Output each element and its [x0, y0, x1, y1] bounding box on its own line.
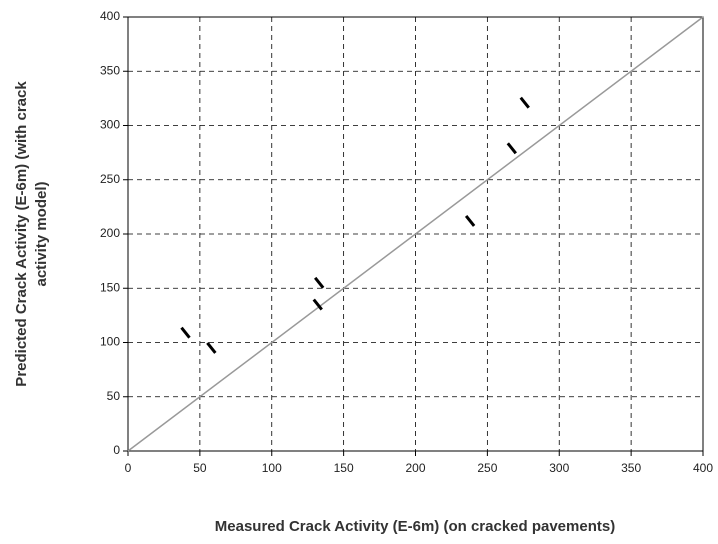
x-tick-label: 300 — [549, 461, 569, 475]
y-axis-label: Predicted Crack Activity (E-6m) (with cr… — [13, 81, 30, 387]
x-tick-label: 350 — [621, 461, 641, 475]
y-tick-label: 50 — [107, 389, 121, 403]
y-tick-label: 350 — [100, 63, 120, 77]
y-tick-label: 0 — [113, 443, 120, 457]
reference-line — [127, 16, 704, 452]
y-tick-label: 300 — [100, 118, 120, 132]
x-tick-label: 200 — [405, 461, 425, 475]
point — [464, 215, 476, 227]
x-tick-label: 50 — [193, 461, 207, 475]
point — [519, 96, 530, 109]
point — [314, 276, 325, 289]
point — [312, 298, 323, 311]
x-tick-label: 400 — [693, 461, 713, 475]
x-tick-label: 100 — [262, 461, 282, 475]
x-tick-label: 0 — [125, 461, 132, 475]
y-tick-label: 150 — [100, 280, 120, 294]
x-axis-label: Measured Crack Activity (E-6m) (on crack… — [215, 518, 615, 535]
point — [180, 326, 191, 339]
y-tick-label: 200 — [100, 226, 120, 240]
plot-border — [127, 16, 704, 452]
x-tick-label: 150 — [334, 461, 354, 475]
y-tick-label: 100 — [100, 335, 120, 349]
point — [206, 341, 217, 354]
y-tick-label: 250 — [100, 172, 120, 186]
point — [506, 142, 517, 155]
y-tick-label: 400 — [100, 9, 120, 23]
y-axis-label: activity model) — [33, 181, 50, 286]
x-tick-label: 250 — [477, 461, 497, 475]
